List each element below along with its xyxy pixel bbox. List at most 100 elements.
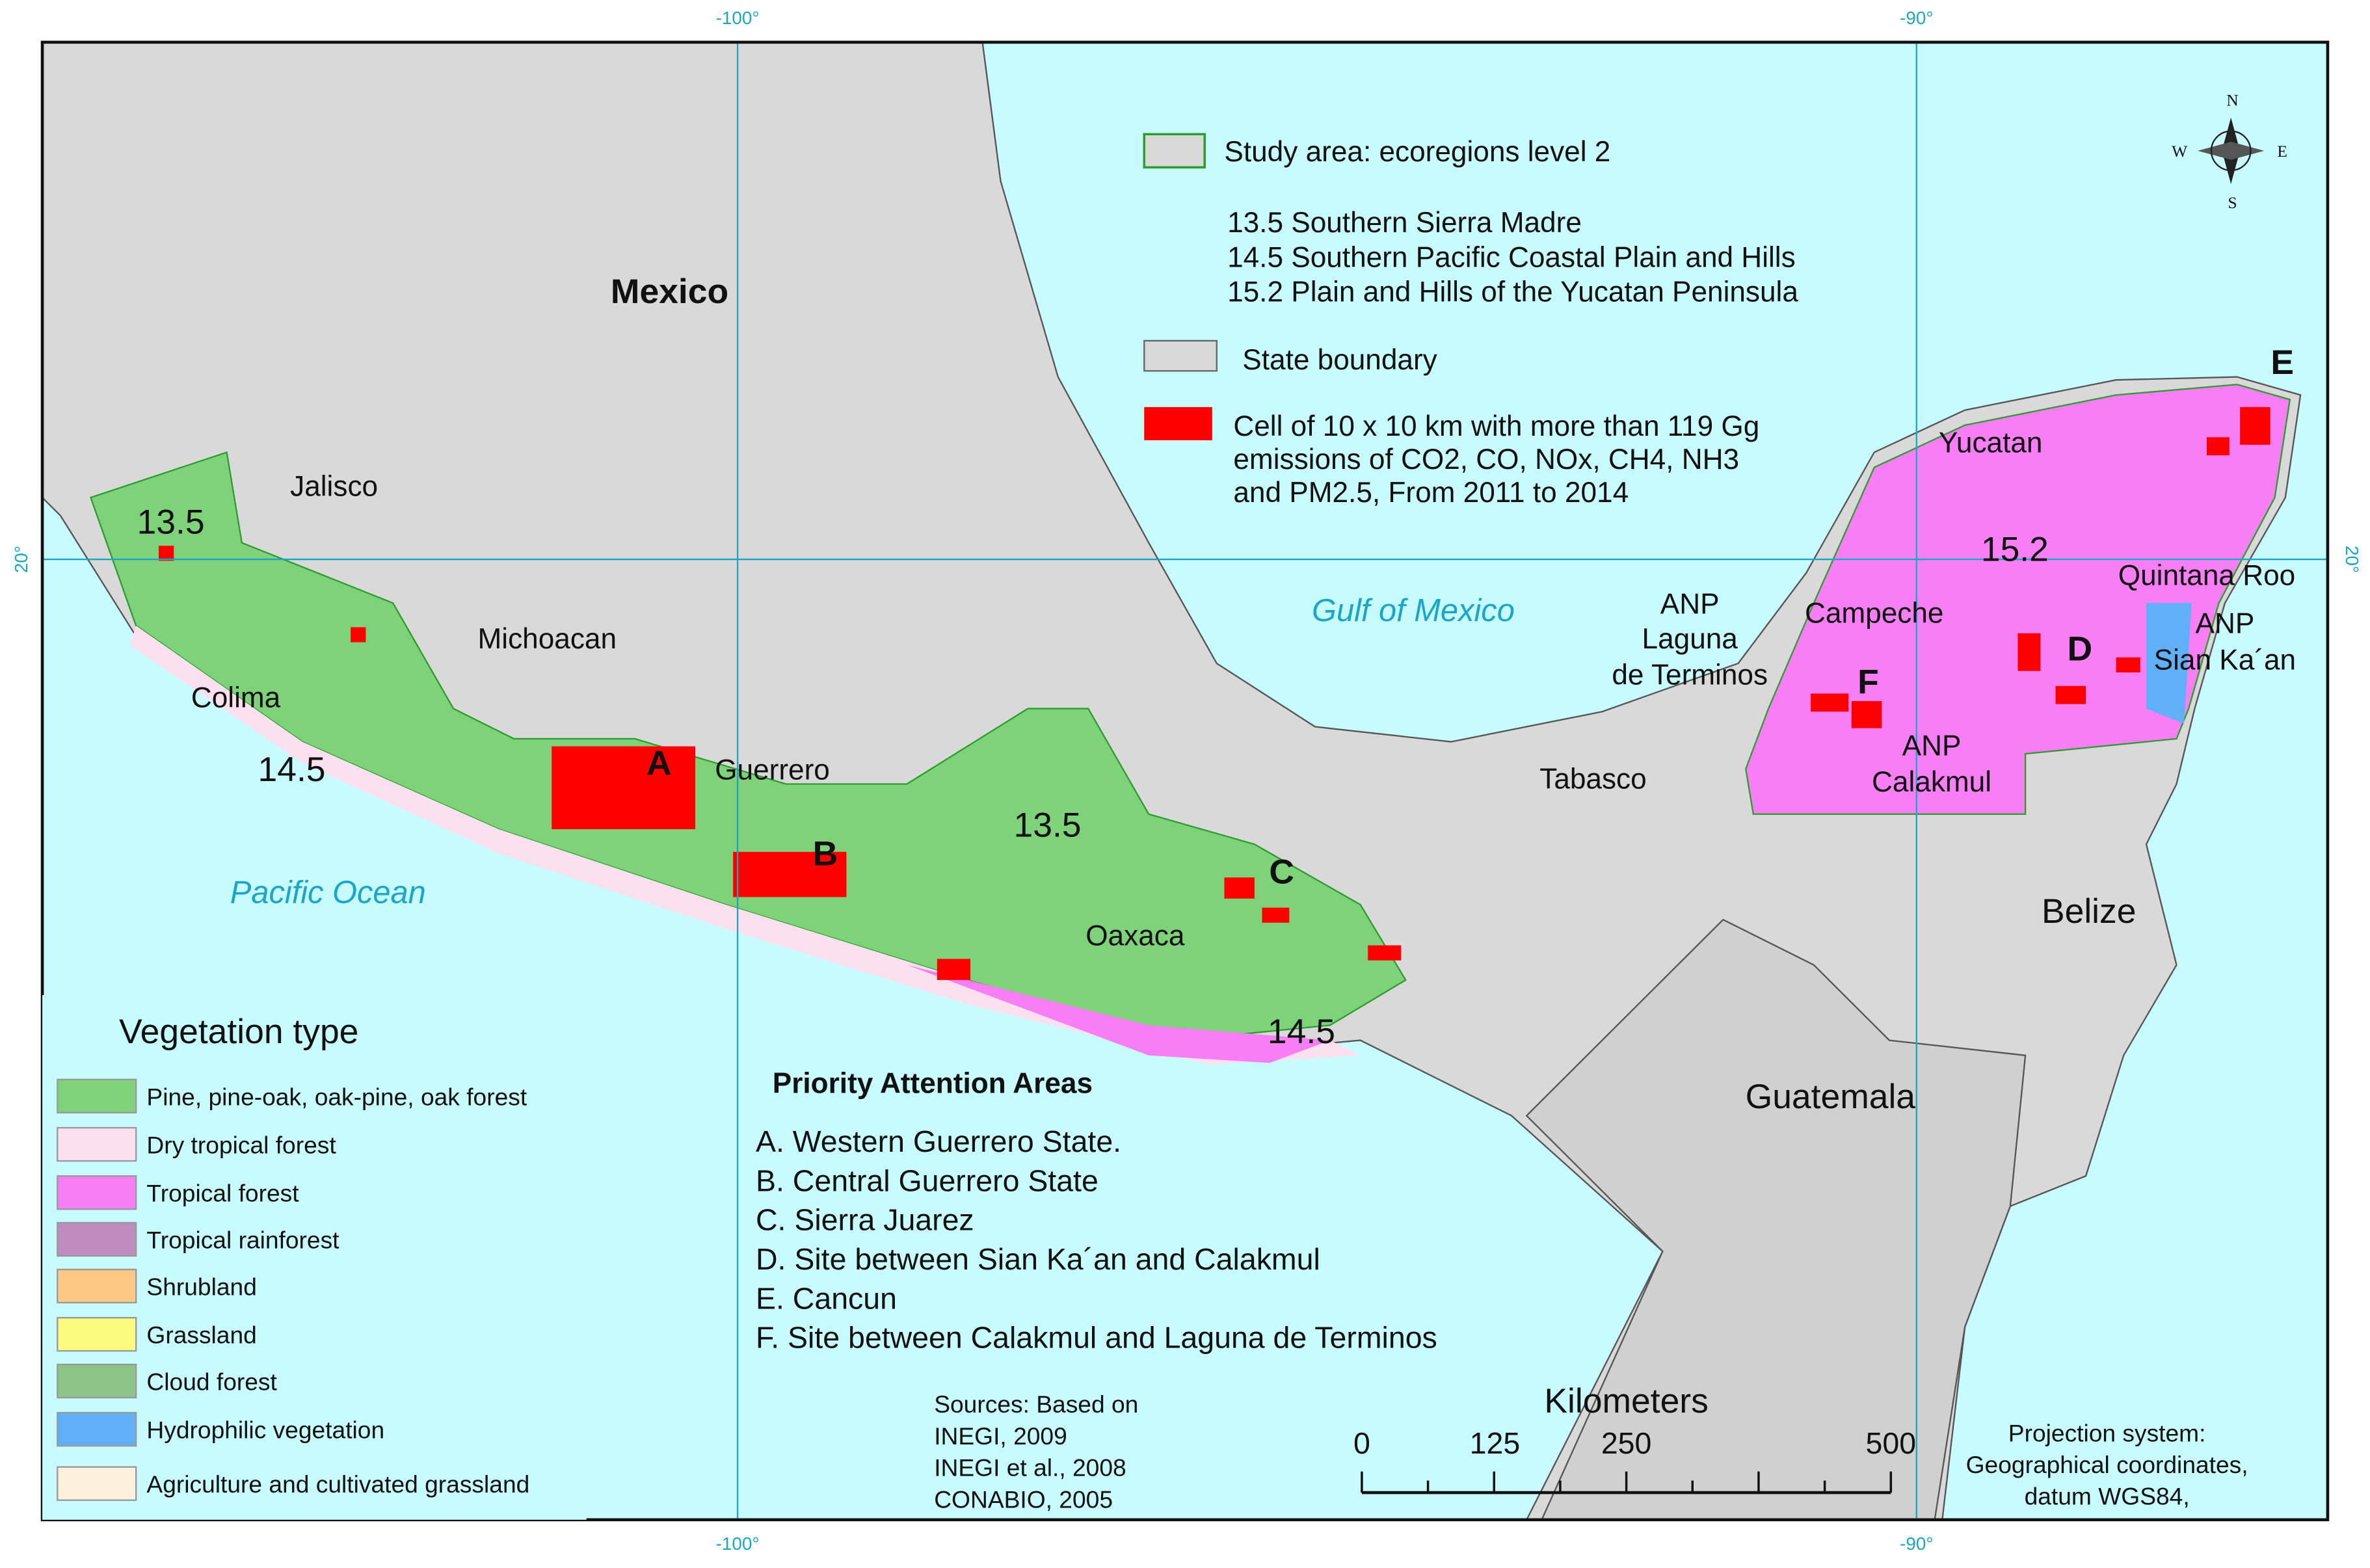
state-label: Michoacan — [478, 623, 617, 655]
legend-swatch — [57, 1175, 137, 1210]
study-area-swatch — [1143, 133, 1206, 169]
tropical-strip — [907, 964, 1331, 1063]
legend-label: State boundary — [1242, 344, 1437, 376]
state-label: Guerrero — [715, 754, 830, 786]
frame — [40, 40, 2330, 1522]
legend-label: Cell of 10 x 10 km with more than 119 Gg — [1233, 410, 1759, 442]
priority-item: F. Site between Calakmul and Laguna de T… — [756, 1321, 1437, 1355]
area-label: E — [2270, 343, 2294, 382]
cell-cluster-b — [733, 851, 847, 897]
legend-label: Shrubland — [146, 1273, 256, 1300]
legend-label: and PM2.5, From 2011 to 2014 — [1233, 477, 1629, 509]
legend-swatch — [57, 1221, 137, 1257]
projection-line: Projection system: — [2008, 1419, 2206, 1446]
priority-title: Priority Attention Areas — [773, 1068, 1093, 1100]
projection: Projection system: Geographical coordinat… — [1966, 1419, 2248, 1509]
area-label: F — [1857, 663, 1879, 701]
compass-ring — [2210, 130, 2252, 172]
scale-tick-label: 0 — [1353, 1426, 1370, 1460]
area-label: C — [1269, 853, 1294, 892]
country-label: Belize — [2042, 892, 2137, 931]
state-label: Jalisco — [290, 471, 378, 503]
anp-label: Laguna — [1642, 623, 1738, 655]
legend: Study area: ecoregions level 2 13.5 Sout… — [1143, 133, 1798, 509]
priority-areas: Priority Attention Areas A. Western Guer… — [756, 1068, 1437, 1355]
scale-tick-label: 250 — [1601, 1426, 1652, 1460]
compass-letter: S — [2228, 193, 2237, 212]
graticule-label: 20° — [11, 546, 31, 573]
state-label: Campeche — [1805, 597, 1944, 629]
cell-c — [1224, 877, 1255, 899]
compass-letter: W — [2172, 142, 2188, 161]
cell-d3 — [2116, 657, 2140, 672]
legend-swatch — [57, 1317, 137, 1352]
cell-o — [937, 959, 970, 980]
source-line: CONABIO, 2005 — [934, 1485, 1113, 1513]
map-labels: Mexico Jalisco Michoacan Colima 14.5 13.… — [137, 272, 2297, 1116]
legend-swatch — [57, 1268, 137, 1304]
legend-label: Agriculture and cultivated grassland — [146, 1470, 529, 1498]
legend-label: Tropical rainforest — [146, 1227, 340, 1254]
scale-title: Kilometers — [1544, 1382, 1708, 1420]
graticule — [42, 42, 2328, 1520]
cell-e — [2207, 437, 2230, 456]
graticule-label: -90° — [1900, 1534, 1933, 1554]
anp-label: ANP — [1660, 589, 1720, 620]
area-label: D — [2067, 630, 2092, 668]
legend-swatch — [57, 1126, 137, 1162]
graticule-label: -100° — [716, 8, 760, 28]
priority-item: C. Sierra Juarez — [756, 1203, 974, 1237]
scale-bar: Kilometers 0 125 250 500 — [1353, 1382, 1917, 1495]
state-label: Colima — [191, 682, 281, 713]
vegetation-legend: Vegetation type Pine, pine-oak, oak-pine… — [42, 995, 587, 1520]
priority-item: B. Central Guerrero State — [756, 1163, 1098, 1197]
source-line: INEGI, 2009 — [934, 1422, 1067, 1450]
anp-label: de Terminos — [1612, 659, 1768, 691]
anp-label: Calakmul — [1872, 766, 1991, 798]
ecoregion-label: 14.5 — [1268, 1013, 1335, 1051]
legend-label: Hydrophilic vegetation — [146, 1416, 384, 1444]
legend-label: Study area: ecoregions level 2 — [1224, 136, 1610, 168]
scale-tick-label: 500 — [1866, 1426, 1917, 1460]
cell-e2 — [2240, 406, 2270, 445]
legend-swatch — [57, 1412, 137, 1447]
compass-letter: E — [2277, 142, 2287, 161]
cell-o2 — [1368, 945, 1402, 961]
country-label: Mexico — [611, 272, 728, 311]
legend-title: Vegetation type — [119, 1013, 358, 1051]
legend-label: Pine, pine-oak, oak-pine, oak forest — [146, 1083, 527, 1110]
state-label: Tabasco — [1539, 764, 1646, 795]
graticule-label: -100° — [716, 1534, 760, 1554]
ecoregion-label: 15.2 — [1981, 530, 2049, 568]
ecoregion-label: 13.5 — [137, 503, 205, 542]
legend-label: 15.2 Plain and Hills of the Yucatan Peni… — [1227, 276, 1798, 308]
cell-f2 — [1851, 700, 1882, 728]
projection-line: datum WGS84, — [2025, 1483, 2190, 1510]
legend-label: emissions of CO2, CO, NOx, CH4, NH3 — [1233, 444, 1739, 475]
ecoregion-label: 14.5 — [258, 751, 326, 789]
legend-label: Cloud forest — [146, 1368, 277, 1395]
cell-f — [1811, 693, 1849, 712]
projection-line: Geographical coordinates, — [1966, 1451, 2248, 1478]
source-line: INEGI et al., 2008 — [934, 1454, 1126, 1482]
cell-c2 — [1262, 907, 1290, 923]
state-label: Yucatan — [1939, 427, 2043, 459]
legend-label: Tropical forest — [146, 1180, 299, 1207]
legend-swatch — [57, 1363, 137, 1399]
ecoregion-label: 13.5 — [1014, 806, 1082, 845]
graticule-label: 20° — [2342, 546, 2362, 573]
cell-d — [2017, 633, 2041, 671]
anp-label: ANP — [2196, 608, 2255, 640]
cell-swatch — [1144, 406, 1212, 440]
ocean-label: Gulf of Mexico — [1312, 593, 1515, 628]
area-label: A — [646, 745, 672, 783]
scale-tick-label: 125 — [1470, 1426, 1521, 1460]
cell-w — [159, 546, 174, 561]
state-label: Quintana Roo — [2118, 560, 2295, 592]
source-line: Sources: Based on — [934, 1390, 1138, 1418]
legend-label: 14.5 Southern Pacific Coastal Plain and … — [1227, 241, 1796, 273]
graticule-label: -90° — [1900, 8, 1933, 28]
state-label: Oaxaca — [1085, 920, 1185, 952]
legend-swatch — [57, 1078, 137, 1114]
